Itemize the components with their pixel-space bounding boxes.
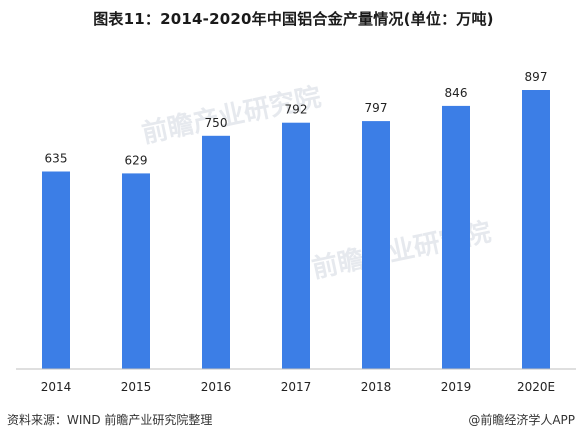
data-label-2020E: 897 [525,70,548,84]
bar-2015 [122,173,150,369]
data-label-2017: 792 [285,103,308,117]
data-label-2015: 629 [125,153,148,167]
data-label-2018: 797 [365,101,388,115]
chart-title: 图表11：2014-2020年中国铝合金产量情况(单位：万吨) [93,10,494,28]
x-tick-label-2020E: 2020E [517,380,555,394]
bar-2016 [202,135,230,370]
bar-2020E [522,90,550,369]
bar-2014 [42,171,70,369]
x-tick-label-2019: 2019 [441,380,472,394]
x-tick-label-2016: 2016 [201,380,232,394]
data-label-2019: 846 [445,86,468,100]
ticks-group: 2014 2015 2016 2017 2018 2019 2020E [41,380,555,394]
data-label-2014: 635 [45,152,68,166]
credit-note: @前瞻经济学人APP [468,413,575,427]
bars-group [42,90,550,370]
source-note: 资料来源：WIND 前瞻产业研究院整理 [7,413,213,427]
bar-2017 [282,122,310,369]
x-tick-label-2015: 2015 [121,380,152,394]
labels-group: 635 629 750 792 797 846 897 [45,70,548,167]
x-tick-label-2017: 2017 [281,380,312,394]
data-label-2016: 750 [205,116,228,130]
x-tick-label-2014: 2014 [41,380,72,394]
bar-2018 [362,121,390,369]
x-tick-label-2018: 2018 [361,380,392,394]
bar-2019 [442,105,470,370]
